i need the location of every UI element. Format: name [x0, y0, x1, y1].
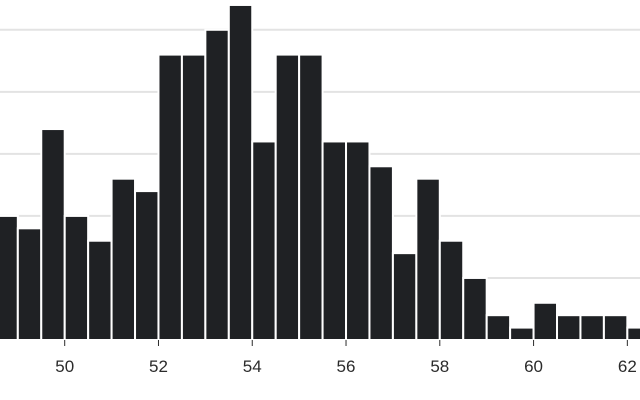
- x-tick-label: 60: [524, 357, 543, 376]
- histogram-bar: [298, 53, 324, 341]
- histogram-bar: [415, 177, 441, 341]
- histogram-bar: [87, 239, 113, 341]
- histogram-bar: [368, 165, 394, 341]
- histogram-bar: [321, 140, 348, 341]
- histogram-bar: [485, 314, 512, 342]
- x-tick-label: 50: [55, 357, 74, 376]
- x-tick-label: 58: [430, 357, 449, 376]
- histogram-bar: [626, 326, 640, 342]
- histogram-bar: [157, 53, 183, 341]
- histogram-bar: [251, 140, 277, 341]
- histogram-bar: [180, 53, 207, 341]
- histogram-bar: [532, 301, 559, 341]
- x-tick-label: 54: [243, 357, 262, 376]
- histogram-bar: [134, 190, 160, 341]
- histogram-bar: [227, 3, 254, 342]
- histogram-bar: [579, 314, 605, 342]
- histogram-bar: [40, 128, 66, 341]
- x-tick-label: 62: [618, 357, 637, 376]
- histogram-bar: [462, 276, 488, 342]
- histogram-bar: [274, 53, 301, 341]
- histogram-bar: [63, 214, 90, 342]
- x-tick-label: 52: [149, 357, 168, 376]
- histogram-bar: [16, 227, 43, 341]
- histogram-bar: [0, 214, 19, 342]
- histogram-bar: [345, 140, 371, 341]
- histogram-bar: [509, 326, 535, 342]
- histogram-bar: [204, 28, 230, 341]
- histogram-bar: [556, 314, 582, 342]
- histogram-bar: [391, 252, 418, 341]
- bars: [0, 3, 640, 342]
- histogram-bar: [602, 314, 629, 342]
- histogram-bar: [110, 177, 137, 341]
- x-axis: 50 52 54 56 58 60 62: [55, 340, 637, 376]
- x-tick-label: 56: [337, 357, 356, 376]
- histogram-bar: [438, 239, 465, 341]
